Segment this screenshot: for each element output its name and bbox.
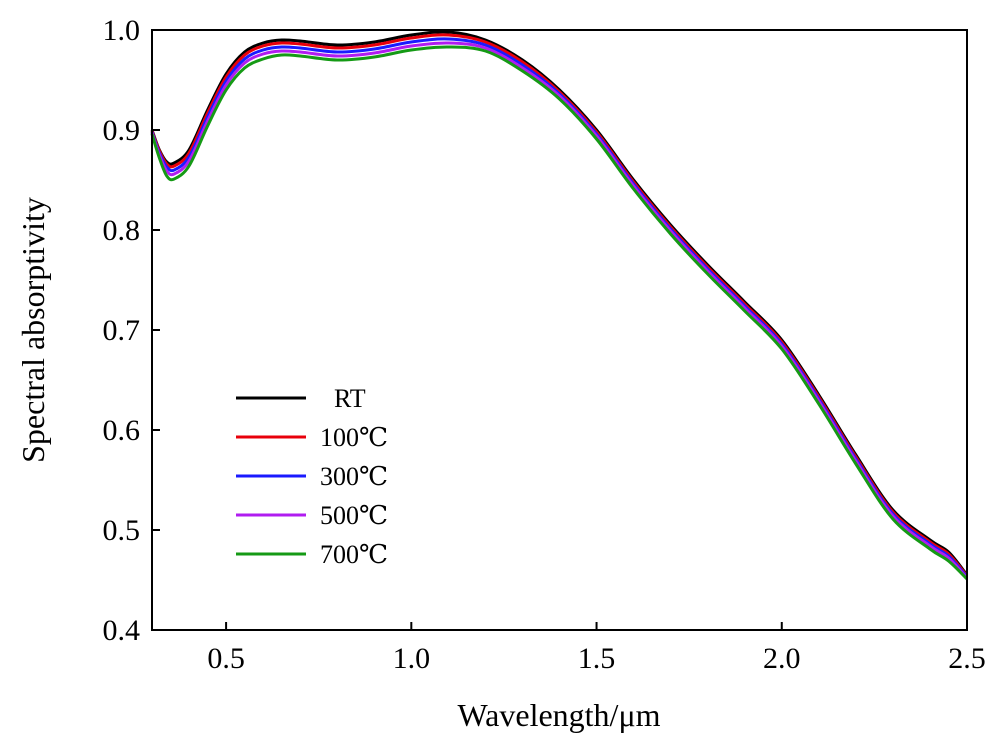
- plot-frame: [151, 29, 968, 631]
- y-tick-label: 0.7: [103, 314, 141, 347]
- series-line: [150, 41, 969, 580]
- y-tick-label: 0.8: [103, 214, 141, 247]
- x-axis-ticks: 0.5 1.0 1.5 2.0 2.5: [207, 622, 986, 675]
- y-tick-label: 0.5: [103, 514, 141, 547]
- y-tick-label: 0.4: [103, 614, 141, 647]
- x-axis-label: Wavelength/μm: [458, 697, 661, 733]
- x-tick-label: 0.5: [207, 642, 245, 675]
- x-tick-label: 2.0: [763, 642, 801, 675]
- x-tick-label: 1.5: [578, 642, 616, 675]
- series-line: [150, 33, 969, 577]
- y-tick-label: 0.6: [103, 414, 141, 447]
- series-line: [150, 45, 969, 581]
- plot-lines: [150, 30, 969, 581]
- legend-label: 100℃: [320, 423, 388, 452]
- x-tick-label: 2.5: [948, 642, 986, 675]
- series-line: [150, 37, 969, 578]
- y-axis-ticks: 0.4 0.5 0.6 0.7 0.8 0.9 1.0: [103, 14, 160, 647]
- legend-label: RT: [334, 384, 366, 413]
- y-axis-label: Spectral absorptivity: [15, 197, 51, 463]
- legend-label: 700℃: [320, 540, 388, 569]
- legend-label: 300℃: [320, 462, 388, 491]
- x-tick-label: 1.0: [393, 642, 431, 675]
- legend: RT 100℃ 300℃ 500℃ 700℃: [236, 384, 388, 569]
- y-tick-label: 1.0: [103, 14, 141, 47]
- legend-label: 500℃: [320, 501, 388, 530]
- series-line: [150, 30, 969, 576]
- y-tick-label: 0.9: [103, 114, 141, 147]
